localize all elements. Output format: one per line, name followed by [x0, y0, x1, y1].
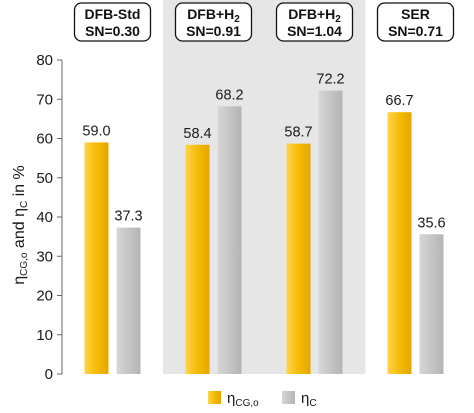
legend-swatch — [282, 391, 295, 404]
bar-value-label: 66.7 — [385, 93, 413, 109]
bar — [286, 143, 311, 374]
y-tick-label: 70 — [36, 91, 53, 108]
y-tick-label: 40 — [36, 209, 53, 226]
legend-swatch — [208, 391, 221, 404]
legend-label: ηCG,o — [227, 390, 259, 409]
group-header-box — [376, 2, 455, 42]
group-header-line1: DFB+H2 — [187, 6, 240, 25]
group-header-line1: DFB-Std — [85, 6, 141, 22]
group-header-line2: SN=0.30 — [85, 23, 140, 39]
group-header-line2: SN=0.71 — [388, 23, 443, 39]
y-tick-label: 20 — [36, 288, 53, 305]
bar-value-label: 68.2 — [215, 87, 243, 103]
bar-value-label: 58.7 — [284, 125, 312, 141]
bar-value-label: 58.4 — [183, 126, 211, 142]
bar-value-label: 59.0 — [82, 123, 110, 139]
shaded-region — [163, 0, 265, 374]
group-header-box — [73, 2, 152, 42]
group-header-line2: SN=1.04 — [287, 23, 342, 39]
bars-layer — [84, 90, 444, 375]
shaded-region — [264, 0, 366, 374]
group-header-line1: DFB+H2 — [288, 6, 341, 25]
bar — [419, 234, 444, 374]
y-tick-label: 30 — [36, 248, 53, 265]
group-header-line2: SN=0.91 — [186, 23, 241, 39]
bar-value-label: 35.6 — [417, 215, 445, 231]
y-axis: 0 10 20 30 40 50 60 70 80 — [36, 52, 63, 383]
legend: ηCG,o ηC — [208, 390, 317, 409]
bar — [84, 142, 109, 374]
group-header-box — [275, 2, 354, 42]
y-axis-title: ηCG,o and ηC in % — [11, 165, 30, 285]
bar-value-label: 37.3 — [114, 209, 142, 225]
y-tick-label: 10 — [36, 327, 53, 344]
y-tick-label: 50 — [36, 170, 53, 187]
group-header-layer: DFB-StdSN=0.30DFB+H2SN=0.91DFB+H2SN=1.04… — [73, 2, 455, 42]
shaded-region-layer — [163, 0, 366, 374]
bar — [116, 227, 141, 374]
bar — [387, 112, 412, 374]
y-tick-label: 80 — [36, 52, 53, 69]
bar — [217, 106, 242, 374]
bar — [318, 90, 343, 375]
legend-label: ηC — [301, 390, 317, 409]
group-header-box — [174, 2, 253, 42]
y-axis-title-layer: ηCG,o and ηC in % — [11, 165, 30, 285]
bar-value-label: 72.2 — [316, 72, 344, 88]
bar — [185, 144, 210, 374]
y-tick-label: 0 — [45, 366, 53, 383]
data-labels-layer: 59.0 37.3 58.4 68.2 58.7 72.2 66.7 35.6 — [82, 72, 445, 232]
group-header-line1: SER — [401, 6, 430, 22]
y-tick-label: 60 — [36, 131, 53, 148]
